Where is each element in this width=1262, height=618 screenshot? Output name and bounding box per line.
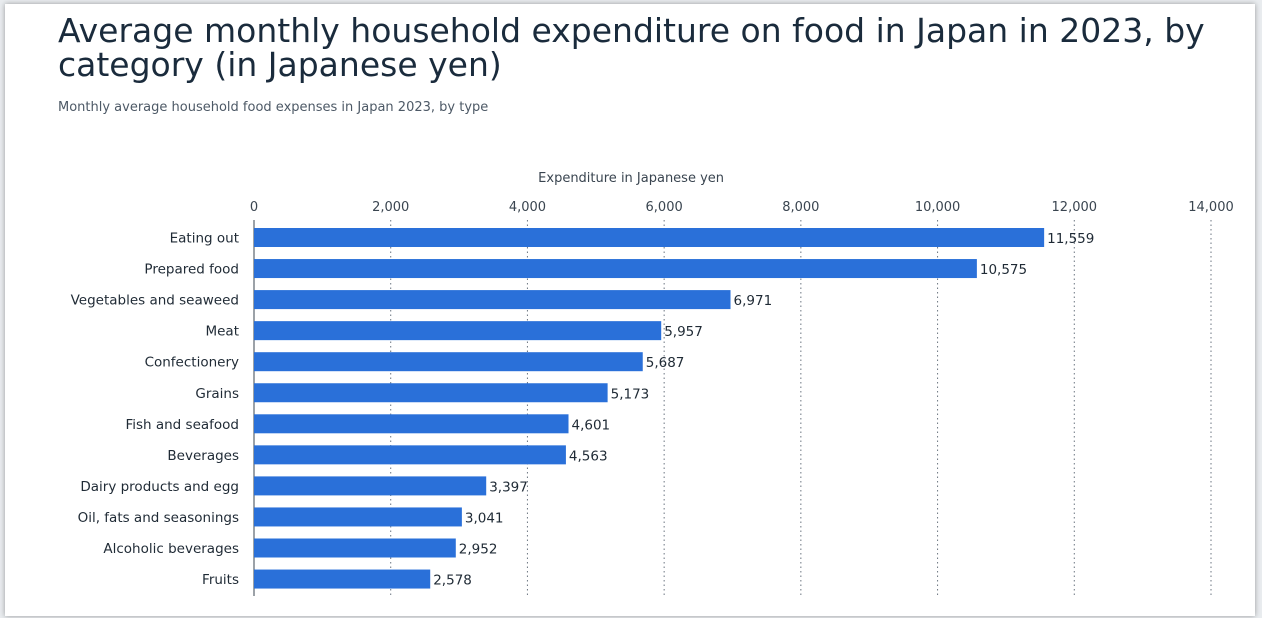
tick-label: 0 (250, 200, 258, 215)
bar-oil-fats-and-seasonings (254, 507, 462, 527)
category-label: Eating out (170, 231, 239, 247)
tick-label: 14,000 (1188, 200, 1234, 215)
chart-card: Average monthly household expenditure on… (5, 4, 1255, 616)
tick-label: 8,000 (782, 200, 819, 215)
value-label: 10,575 (980, 262, 1027, 278)
category-label: Meat (205, 324, 239, 340)
bar-fruits (254, 569, 431, 589)
category-label: Confectionery (145, 355, 239, 371)
bar-grains (254, 383, 608, 403)
value-label: 2,578 (433, 573, 472, 589)
value-label: 3,041 (465, 510, 504, 526)
category-label: Fruits (202, 572, 239, 588)
bar-dairy-products-and-egg (254, 476, 487, 496)
category-label: Fish and seafood (125, 417, 239, 433)
value-label: 6,971 (734, 293, 773, 309)
value-label: 4,563 (569, 448, 608, 464)
category-label: Prepared food (144, 262, 239, 278)
bar-alcoholic-beverages (254, 538, 456, 558)
tick-label: 6,000 (646, 200, 683, 215)
bar-fish-and-seafood (254, 414, 569, 434)
value-label: 5,687 (646, 355, 685, 371)
value-label: 5,173 (611, 386, 650, 402)
value-label: 2,952 (459, 542, 498, 558)
bar-eating-out (254, 228, 1045, 247)
bar-prepared-food (254, 259, 977, 279)
chart-title: Average monthly household expenditure on… (58, 11, 1205, 84)
category-label: Dairy products and egg (80, 479, 239, 495)
value-label: 4,601 (572, 417, 611, 433)
category-label: Grains (195, 386, 239, 402)
category-label: Beverages (167, 448, 239, 464)
tick-label: 10,000 (915, 200, 961, 215)
category-label: Vegetables and seaweed (71, 293, 239, 309)
bar-vegetables-and-seaweed (254, 290, 731, 310)
bar-chart: Expenditure in Japanese yen 0 2,000 4,000 6,… (71, 171, 1234, 596)
tick-label: 4,000 (509, 200, 546, 215)
category-label: Oil, fats and seasonings (78, 510, 239, 526)
bar-meat (254, 321, 662, 341)
bar-confectionery (254, 352, 643, 372)
x-axis-title: Expenditure in Japanese yen (538, 171, 724, 186)
tick-label: 12,000 (1052, 200, 1098, 215)
tick-label: 2,000 (372, 200, 409, 215)
value-label: 5,957 (664, 324, 703, 340)
value-label: 3,397 (489, 479, 528, 495)
chart-subtitle: Monthly average household food expenses … (58, 100, 489, 115)
value-label: 11,559 (1047, 231, 1094, 247)
category-label: Alcoholic beverages (103, 541, 239, 557)
bar-beverages (254, 445, 566, 465)
